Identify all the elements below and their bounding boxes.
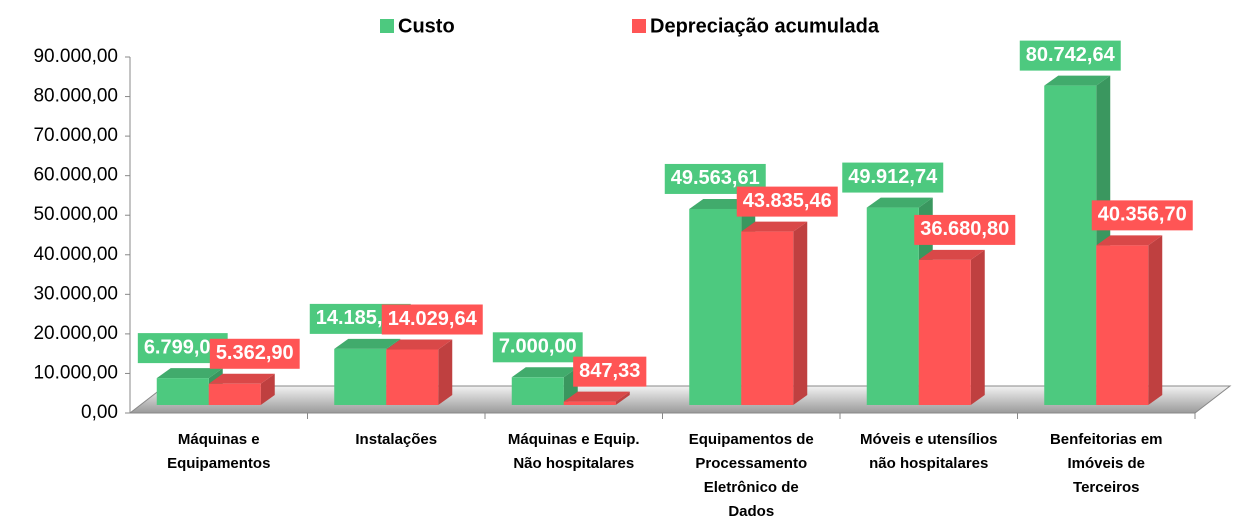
- bar-top: [208, 373, 275, 384]
- data-label: 6.799,00: [144, 336, 222, 358]
- bar: [918, 249, 985, 405]
- y-tick-label: 90.000,00: [33, 46, 118, 67]
- data-label-box: [842, 162, 944, 193]
- bar-front: [866, 207, 919, 405]
- y-tick-label: 80.000,00: [33, 86, 118, 107]
- bar-front: [918, 259, 971, 405]
- data-label: 847,33: [579, 360, 640, 382]
- data-label-box: [1091, 200, 1193, 231]
- bar-side: [260, 373, 275, 405]
- y-tick-label: 40.000,00: [33, 244, 118, 265]
- bar: [208, 373, 275, 405]
- bar: [334, 338, 401, 405]
- bar-top: [1096, 235, 1163, 246]
- bar-front: [156, 378, 209, 405]
- bar-side: [438, 339, 453, 405]
- data-label: 40.356,70: [1098, 204, 1187, 226]
- data-label-box: [1019, 40, 1121, 71]
- bar-side: [615, 391, 630, 405]
- bar-top: [866, 197, 933, 208]
- y-tick-label: 0,00: [81, 402, 118, 423]
- data-label: 49.912,74: [848, 166, 938, 188]
- bar: [1096, 235, 1163, 405]
- data-label: 43.835,46: [743, 190, 832, 212]
- bar-top: [334, 338, 401, 349]
- y-tick-label: 20.000,00: [33, 323, 118, 344]
- data-label-box: [381, 304, 483, 335]
- bar-top: [386, 339, 453, 350]
- data-label-box: [736, 186, 838, 217]
- bar-side: [970, 249, 985, 405]
- data-label-box: [209, 338, 300, 369]
- bar: [386, 339, 453, 405]
- data-label: 7.000,00: [499, 336, 577, 358]
- bar-front: [334, 348, 387, 405]
- x-tick-label: Máquinas e Equipamentos: [167, 431, 270, 472]
- y-tick-label: 70.000,00: [33, 125, 118, 146]
- bar: [563, 391, 630, 405]
- bar-front: [563, 401, 616, 405]
- bar-top: [918, 249, 985, 260]
- legend-label: Custo: [398, 15, 455, 37]
- data-label: 5.362,90: [216, 342, 294, 364]
- bar-top: [741, 221, 808, 232]
- bar-front: [1096, 245, 1149, 405]
- bar-front: [208, 383, 261, 405]
- x-tick-label: Móveis e utensílios não hospitalares: [860, 431, 998, 472]
- bar-side: [1148, 235, 1163, 405]
- bar-front: [386, 349, 439, 405]
- legend-label: Depreciação acumulada: [650, 15, 880, 37]
- data-label: 49.563,61: [671, 167, 760, 189]
- bar-top: [156, 368, 223, 379]
- legend-swatch: [632, 19, 646, 33]
- data-label-box: [914, 214, 1016, 245]
- y-tick-label: 60.000,00: [33, 165, 118, 186]
- bar-front: [1044, 85, 1097, 405]
- data-label: 14.029,64: [388, 308, 478, 330]
- legend-swatch: [380, 19, 394, 33]
- y-tick-label: 50.000,00: [33, 204, 118, 225]
- x-tick-label: Equipamentos de Processamento Eletrônico d…: [689, 431, 814, 520]
- bar-top: [1044, 75, 1111, 86]
- y-tick-label: 10.000,00: [33, 362, 118, 383]
- data-label: 36.680,80: [920, 218, 1009, 240]
- bar-side: [793, 221, 808, 405]
- bar-top: [511, 367, 578, 378]
- x-tick-label: Máquinas e Equip. Não hospitalares: [508, 431, 640, 472]
- bar-top: [563, 391, 630, 402]
- x-tick-label: Instalações: [355, 431, 437, 448]
- bar: [741, 221, 808, 405]
- bar-front: [689, 208, 742, 405]
- y-tick-label: 30.000,00: [33, 283, 118, 304]
- data-label-box: [492, 332, 583, 363]
- data-label-box: [573, 356, 647, 387]
- x-tick-label: Benfeitorias em Imóveis de Terceiros: [1050, 431, 1163, 496]
- bar-front: [511, 377, 564, 405]
- data-label: 80.742,64: [1026, 44, 1116, 66]
- bar-front: [741, 231, 794, 405]
